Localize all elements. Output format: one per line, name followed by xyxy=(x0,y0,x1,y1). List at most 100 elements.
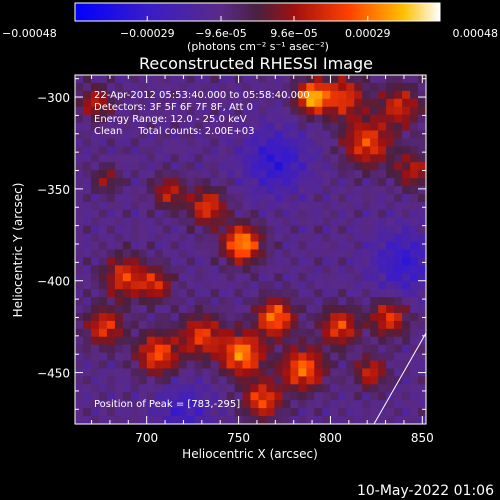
heatmap-cell xyxy=(170,233,180,243)
heatmap-cell xyxy=(106,241,116,251)
heatmap-cell xyxy=(402,257,411,266)
heatmap-cell xyxy=(130,392,140,401)
heatmap-cell xyxy=(106,138,116,147)
heatmap-cell xyxy=(338,82,347,92)
heatmap-cell xyxy=(314,90,323,100)
heatmap-cell xyxy=(194,75,204,84)
heatmap-cell xyxy=(274,352,284,362)
heatmap-cell xyxy=(218,368,228,378)
heatmap-cell xyxy=(402,289,411,298)
heatmap-cell xyxy=(330,201,339,211)
heatmap-cell xyxy=(306,336,315,346)
heatmap-cell xyxy=(314,193,323,203)
heatmap-cell xyxy=(258,122,268,132)
heatmap-cell xyxy=(354,146,363,155)
heatmap-cell xyxy=(218,273,228,282)
heatmap-cell xyxy=(306,209,315,219)
heatmap-cell xyxy=(418,146,427,155)
colorbar: −0.00048 −0.00029 −9.6e-05 9.6e−05 0.00029 0.… xyxy=(2,2,498,53)
heatmap-cell xyxy=(162,75,172,84)
heatmap-cell xyxy=(242,178,252,187)
heatmap-cell xyxy=(418,241,427,251)
heatmap-cell xyxy=(314,273,323,282)
heatmap-cell xyxy=(194,122,204,132)
heatmap-cell xyxy=(122,138,132,147)
heatmap-cell xyxy=(282,146,291,155)
heatmap-cell xyxy=(298,170,307,179)
heatmap-cell xyxy=(362,146,371,155)
heatmap-cell xyxy=(186,193,196,203)
heatmap-cell xyxy=(402,249,411,259)
heatmap-cell xyxy=(298,122,307,132)
heatmap-cell xyxy=(242,305,252,314)
heatmap-cell xyxy=(138,297,148,306)
heatmap-cell xyxy=(242,376,252,385)
heatmap-cell xyxy=(90,241,100,251)
heatmap-cell xyxy=(250,209,260,219)
heatmap-cell xyxy=(378,82,387,92)
heatmap-cell xyxy=(402,233,411,243)
heatmap-cell xyxy=(250,320,260,330)
heatmap-cell xyxy=(266,130,276,140)
heatmap-cell xyxy=(234,154,244,163)
heatmap-cell xyxy=(242,130,252,140)
heatmap-cell xyxy=(138,98,148,108)
heatmap-cell xyxy=(210,336,220,346)
heatmap-cell xyxy=(250,98,260,108)
heatmap-cell xyxy=(362,217,371,227)
heatmap-cell xyxy=(218,98,228,108)
heatmap-cell xyxy=(98,122,108,132)
heatmap-cell xyxy=(306,217,315,227)
heatmap-cell xyxy=(178,193,188,203)
heatmap-cell xyxy=(362,98,371,108)
heatmap-cell xyxy=(362,336,371,346)
heatmap-cell xyxy=(138,352,148,362)
heatmap-cell xyxy=(75,186,84,195)
heatmap-cell xyxy=(402,186,411,195)
heatmap-cell xyxy=(378,122,387,132)
heatmap-cell xyxy=(394,297,403,306)
heatmap-cell xyxy=(322,273,331,282)
heatmap-cell xyxy=(114,281,124,290)
heatmap-cell xyxy=(82,154,92,163)
heatmap-cell xyxy=(75,170,84,179)
heatmap-cell xyxy=(322,130,331,140)
heatmap-cell xyxy=(218,336,228,346)
heatmap-cell xyxy=(130,193,140,203)
heatmap-cell xyxy=(354,75,363,84)
heatmap-cell xyxy=(162,138,172,147)
heatmap-cell xyxy=(90,400,100,409)
heatmap-cell xyxy=(266,186,276,195)
heatmap-cell xyxy=(194,273,204,282)
heatmap-cell xyxy=(130,289,140,298)
heatmap-cell xyxy=(362,201,371,211)
heatmap-cell xyxy=(162,257,172,266)
heatmap-cell xyxy=(194,98,204,108)
heatmap-cell xyxy=(362,273,371,282)
heatmap-cell xyxy=(370,320,379,330)
heatmap-cell xyxy=(378,241,387,251)
heatmap-cell xyxy=(98,305,108,314)
heatmap-cell xyxy=(346,201,355,211)
heatmap-cell xyxy=(290,201,299,211)
heatmap-cell xyxy=(306,138,315,147)
heatmap-cell xyxy=(338,376,347,385)
heatmap-cell xyxy=(370,408,379,417)
heatmap-cell xyxy=(354,225,363,235)
heatmap-cell xyxy=(266,98,276,108)
heatmap-cell xyxy=(402,392,411,401)
heatmap-cell xyxy=(138,257,148,266)
heatmap-cell xyxy=(418,201,427,211)
heatmap-cell xyxy=(130,75,140,84)
heatmap-cell xyxy=(234,360,244,370)
heatmap-cell xyxy=(250,344,260,354)
heatmap-cell xyxy=(82,82,92,92)
heatmap-cell xyxy=(370,336,379,346)
heatmap-cell xyxy=(338,130,347,140)
heatmap-cell xyxy=(386,360,395,370)
heatmap-cell xyxy=(354,249,363,259)
heatmap-cell xyxy=(258,392,268,401)
heatmap-cell xyxy=(370,376,379,385)
annotation-block: 22-Apr-2012 05:53:40.000 to 05:58:40.000… xyxy=(94,90,310,137)
heatmap-cell xyxy=(266,154,276,163)
